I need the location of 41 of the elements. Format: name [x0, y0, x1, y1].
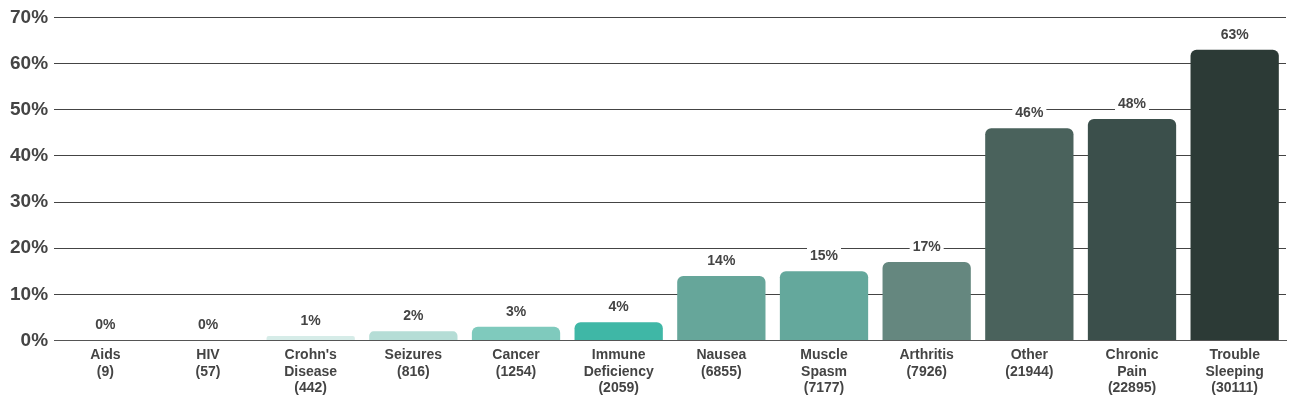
- bar: [677, 275, 766, 341]
- data-label: 17%: [912, 237, 942, 254]
- data-label: 15%: [809, 247, 839, 264]
- data-label: 48%: [1117, 94, 1147, 111]
- bar: [369, 331, 458, 341]
- data-label: 4%: [608, 297, 630, 314]
- x-tick-label: Cancer (1254): [492, 345, 541, 379]
- x-tick-label: Nausea (6855): [696, 345, 747, 379]
- y-tick-label: 0%: [20, 328, 49, 350]
- data-label: 14%: [707, 251, 736, 268]
- data-label: 63%: [1220, 25, 1250, 42]
- bar: [779, 271, 869, 341]
- x-tick-label: Aids (9): [90, 345, 121, 379]
- y-tick-label: 70%: [10, 5, 49, 27]
- y-tick-label: 10%: [10, 282, 49, 304]
- y-tick-label: 60%: [10, 51, 49, 73]
- y-tick-label: 20%: [10, 236, 49, 258]
- data-label: 0%: [197, 316, 219, 333]
- data-label: 1%: [300, 311, 322, 328]
- bar: [985, 128, 1074, 341]
- x-tick-label: Seizures (816): [384, 345, 443, 379]
- data-label: 0%: [95, 316, 117, 333]
- x-tick-label: HIV (57): [195, 345, 221, 379]
- x-tick-label: Trouble Sleeping (30111): [1205, 345, 1264, 396]
- bar: [266, 335, 355, 341]
- x-tick-label: Chronic Pain (22895): [1105, 345, 1159, 396]
- data-label: 2%: [403, 307, 425, 324]
- x-tick-label: Arthritis (7926): [899, 345, 955, 379]
- bar: [1190, 49, 1279, 341]
- bar: [471, 326, 561, 341]
- y-tick-label: 40%: [10, 144, 49, 166]
- x-tick-label: Muscle Spasm (7177): [800, 345, 848, 396]
- x-tick-label: Immune Deficiency (2059): [583, 345, 654, 396]
- x-tick-label: Crohn's Disease (442): [284, 345, 338, 396]
- x-tick-label: Other (21944): [1005, 345, 1054, 379]
- y-tick-label: 50%: [10, 97, 49, 119]
- bar: [574, 322, 663, 341]
- data-label: 46%: [1015, 104, 1044, 121]
- data-label: 3%: [505, 302, 527, 319]
- bar: [882, 262, 971, 341]
- y-tick-label: 30%: [10, 190, 49, 212]
